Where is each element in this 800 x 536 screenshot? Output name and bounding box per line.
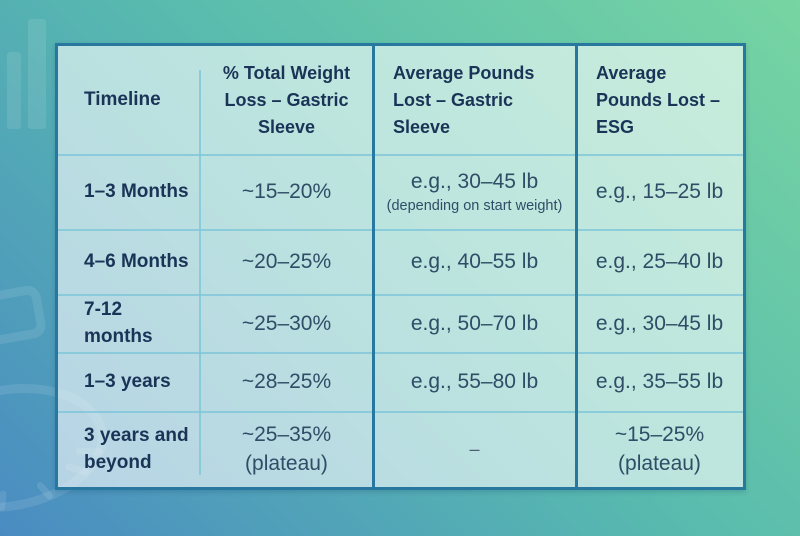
cell-gs-pounds: – [373,412,576,487]
empty-value-dash: – [469,439,480,460]
cell-pct-total: ~25–30% [241,311,332,335]
cell-value: e.g., 30–45 lb [410,170,539,194]
cell-gs-pounds: e.g., 55–80 lb [410,370,539,394]
cell-timeline: 3 years and beyond [84,424,189,473]
cell-esg-pounds: e.g., 30–45 lb [595,311,724,335]
header-pct-total-weight-loss: % Total Weight Loss – Gastric Sleeve [222,63,351,137]
cell-gs-pounds: e.g., 40–55 lb [410,250,539,274]
cell-timeline: 4–6 Months [84,251,189,273]
cell-pct-total: ~15–20% [241,180,332,204]
header-avg-pounds-esg: Average Pounds Lost – ESG [596,63,721,137]
cell-value: ~15–25% [614,422,705,446]
cell-note: (depending on start weight) [386,198,563,215]
cell-pct-total: ~20–25% [241,250,332,274]
cell-pct-total: ~28–25% [241,370,332,394]
cell-value: ~25–35% [241,422,332,446]
cell-esg-pounds: e.g., 25–40 lb [595,250,724,274]
header-avg-pounds-gastric-sleeve: Average Pounds Lost – Gastric Sleeve [393,63,535,137]
cell-esg-pounds: ~15–25% (plateau) [576,412,743,487]
weight-loss-comparison-table: Timeline % Total Weight Loss – Gastric S… [55,43,746,490]
cell-gs-pounds: e.g., 30–45 lb (depending on start weigh… [373,155,576,230]
cell-esg-pounds: e.g., 35–55 lb [595,370,724,394]
bar-chart-watermark-icon [7,19,46,129]
cell-timeline: 1–3 Months [84,181,189,203]
cell-pct-total: ~25–35% (plateau) [200,412,373,487]
cell-note: (plateau) [618,452,701,475]
cell-timeline: 1–3 years [84,371,171,393]
header-timeline: Timeline [84,89,161,111]
cell-timeline: 7-12 months [84,299,153,347]
cell-esg-pounds: e.g., 15–25 lb [595,180,724,204]
cell-gs-pounds: e.g., 50–70 lb [410,311,539,335]
cell-note: (plateau) [245,452,328,475]
